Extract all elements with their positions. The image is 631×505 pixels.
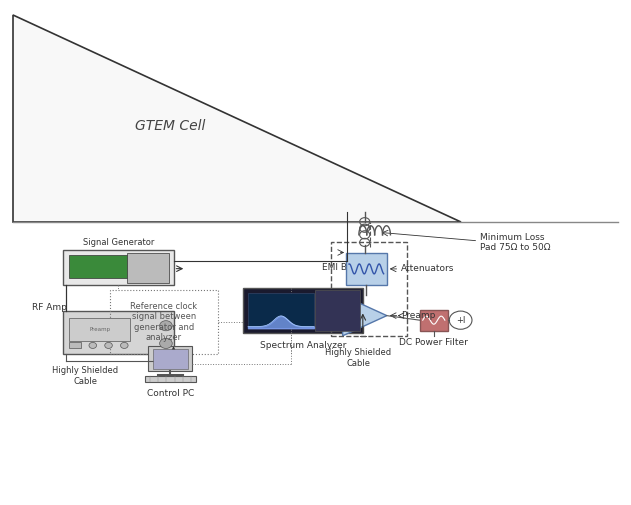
Text: Preamp: Preamp: [401, 311, 435, 320]
Bar: [69, 342, 81, 348]
Circle shape: [121, 342, 128, 348]
FancyBboxPatch shape: [243, 288, 363, 333]
Polygon shape: [13, 15, 461, 222]
Circle shape: [105, 342, 112, 348]
Text: GTEM Cell: GTEM Cell: [135, 119, 206, 133]
Text: Control PC: Control PC: [147, 389, 194, 398]
Text: Spectrum Analyzer: Spectrum Analyzer: [260, 341, 346, 350]
Text: Signal Generator: Signal Generator: [83, 238, 154, 247]
Text: DC Power Filter: DC Power Filter: [399, 338, 468, 347]
Text: +I: +I: [456, 316, 465, 325]
Text: Highly Shielded
Cable: Highly Shielded Cable: [52, 366, 118, 385]
FancyBboxPatch shape: [145, 376, 196, 382]
Circle shape: [160, 321, 172, 331]
FancyBboxPatch shape: [63, 250, 174, 285]
Circle shape: [89, 342, 97, 348]
Text: Attenuators: Attenuators: [401, 264, 454, 273]
Text: EMI Box: EMI Box: [322, 263, 357, 272]
FancyBboxPatch shape: [153, 349, 188, 369]
FancyBboxPatch shape: [248, 293, 314, 328]
FancyBboxPatch shape: [148, 346, 192, 371]
FancyBboxPatch shape: [127, 252, 169, 283]
FancyBboxPatch shape: [346, 252, 387, 285]
FancyBboxPatch shape: [69, 318, 130, 341]
Text: Highly Shielded
Cable: Highly Shielded Cable: [326, 348, 391, 368]
Text: Preamp: Preamp: [89, 327, 110, 332]
FancyBboxPatch shape: [315, 290, 360, 331]
FancyBboxPatch shape: [420, 310, 448, 331]
Text: Minimum Loss
Pad 75Ω to 50Ω: Minimum Loss Pad 75Ω to 50Ω: [480, 233, 550, 252]
Text: Reference clock
signal between
generator and
analyzer: Reference clock signal between generator…: [131, 302, 198, 342]
FancyBboxPatch shape: [69, 255, 130, 278]
FancyBboxPatch shape: [63, 311, 174, 354]
Circle shape: [160, 338, 172, 348]
Polygon shape: [343, 295, 387, 336]
Text: RF Amp: RF Amp: [32, 303, 66, 312]
